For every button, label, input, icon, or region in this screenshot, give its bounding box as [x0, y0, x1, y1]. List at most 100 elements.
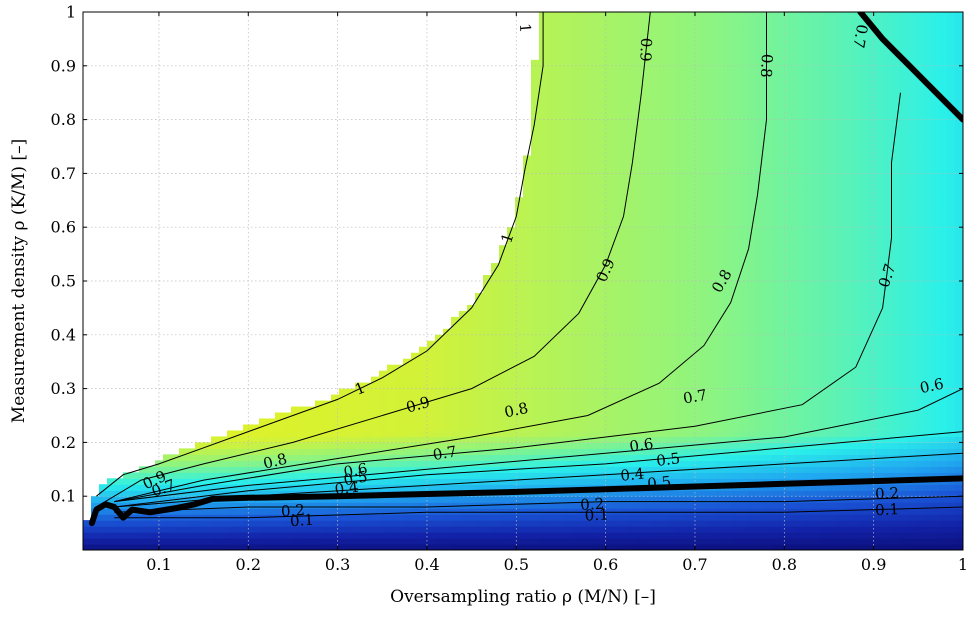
- heatmap-cell: [891, 526, 900, 533]
- heatmap-cell: [451, 388, 460, 396]
- heatmap-cell: [875, 394, 884, 402]
- heatmap-cell: [323, 400, 332, 408]
- heatmap-cell: [435, 334, 444, 342]
- heatmap-cell: [299, 412, 308, 420]
- heatmap-cell: [571, 454, 580, 461]
- heatmap-cell: [435, 460, 444, 467]
- heatmap-cell: [427, 478, 436, 485]
- heatmap-cell: [499, 502, 508, 509]
- heatmap-cell: [923, 239, 932, 246]
- heatmap-cell: [571, 328, 580, 336]
- heatmap-cell: [675, 316, 684, 324]
- heatmap-cell: [819, 215, 828, 222]
- heatmap-cell: [747, 185, 756, 192]
- heatmap-cell: [787, 424, 796, 432]
- heatmap-cell: [595, 245, 604, 252]
- heatmap-cell: [675, 227, 684, 234]
- heatmap-cell: [579, 298, 588, 306]
- heatmap-cell: [651, 161, 660, 169]
- heatmap-cell: [931, 263, 940, 270]
- heatmap-cell: [755, 376, 764, 384]
- heatmap-cell: [779, 406, 788, 414]
- heatmap-cell: [219, 448, 228, 455]
- heatmap-cell: [467, 532, 476, 539]
- heatmap-cell: [931, 173, 940, 180]
- heatmap-cell: [723, 466, 732, 473]
- heatmap-cell: [907, 316, 916, 324]
- heatmap-cell: [747, 161, 756, 169]
- heatmap-cell: [843, 269, 852, 276]
- heatmap-cell: [563, 239, 572, 246]
- heatmap-cell: [675, 334, 684, 342]
- heatmap-cell: [531, 298, 540, 306]
- heatmap-cell: [675, 514, 684, 521]
- heatmap-cell: [627, 448, 636, 455]
- heatmap-cell: [739, 382, 748, 390]
- heatmap-cell: [627, 239, 636, 246]
- heatmap-cell: [851, 526, 860, 533]
- heatmap-cell: [571, 406, 580, 414]
- heatmap-cell: [419, 376, 428, 384]
- heatmap-cell: [891, 173, 900, 180]
- heatmap-cell: [827, 370, 836, 378]
- heatmap-cell: [827, 263, 836, 270]
- heatmap-cell: [355, 520, 364, 527]
- heatmap-cell: [891, 209, 900, 216]
- heatmap-cell: [387, 394, 396, 402]
- heatmap-cell: [787, 496, 796, 503]
- heatmap-cell: [699, 322, 708, 330]
- heatmap-cell: [803, 544, 812, 550]
- heatmap-cell: [171, 544, 180, 550]
- heatmap-cell: [259, 538, 268, 545]
- heatmap-cell: [203, 484, 212, 491]
- heatmap-cell: [947, 364, 956, 372]
- heatmap-cell: [643, 346, 652, 354]
- heatmap-cell: [915, 382, 924, 390]
- heatmap-cell: [739, 514, 748, 521]
- heatmap-cell: [907, 185, 916, 192]
- heatmap-cell: [923, 310, 932, 318]
- heatmap-cell: [723, 538, 732, 545]
- heatmap-cell: [571, 257, 580, 264]
- heatmap-cell: [955, 382, 963, 390]
- heatmap-cell: [931, 191, 940, 198]
- heatmap-cell: [723, 286, 732, 294]
- heatmap-cell: [763, 346, 772, 354]
- heatmap-cell: [323, 424, 332, 432]
- heatmap-cell: [571, 197, 580, 204]
- heatmap-cell: [515, 298, 524, 306]
- heatmap-cell: [667, 203, 676, 210]
- heatmap-cell: [571, 292, 580, 300]
- heatmap-cell: [851, 173, 860, 180]
- heatmap-cell: [395, 460, 404, 467]
- heatmap-cell: [731, 197, 740, 204]
- heatmap-cell: [803, 275, 812, 282]
- heatmap-cell: [747, 358, 756, 366]
- heatmap-cell: [779, 221, 788, 228]
- heatmap-cell: [299, 424, 308, 432]
- heatmap-cell: [387, 532, 396, 539]
- heatmap-cell: [883, 173, 892, 180]
- heatmap-cell: [123, 532, 132, 539]
- heatmap-cell: [523, 245, 532, 252]
- heatmap-cell: [523, 185, 532, 192]
- heatmap-cell: [923, 340, 932, 348]
- heatmap-cell: [803, 514, 812, 521]
- heatmap-cell: [867, 364, 876, 372]
- heatmap-cell: [411, 388, 420, 396]
- heatmap-cell: [571, 466, 580, 473]
- heatmap-cell: [707, 209, 716, 216]
- heatmap-cell: [363, 442, 372, 449]
- heatmap-cell: [587, 544, 596, 550]
- heatmap-cell: [675, 418, 684, 426]
- heatmap-cell: [891, 203, 900, 210]
- heatmap-cell: [643, 448, 652, 455]
- heatmap-cell: [403, 532, 412, 539]
- heatmap-cell: [643, 472, 652, 479]
- heatmap-cell: [243, 448, 252, 455]
- heatmap-cell: [899, 334, 908, 342]
- heatmap-cell: [611, 406, 620, 414]
- heatmap-cell: [659, 448, 668, 455]
- heatmap-cell: [627, 466, 636, 473]
- heatmap-cell: [579, 364, 588, 372]
